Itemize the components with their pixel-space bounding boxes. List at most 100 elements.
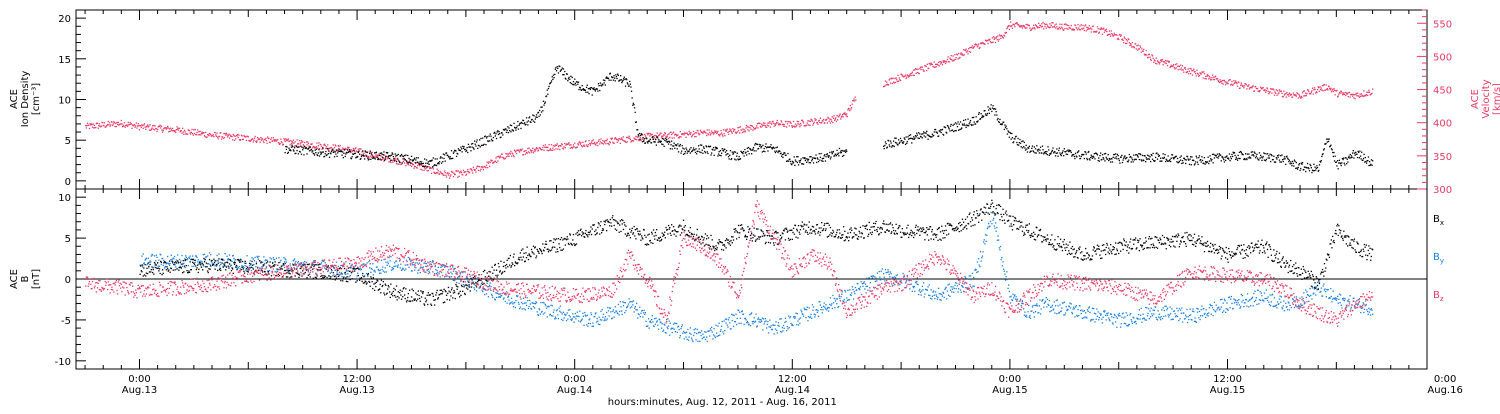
velocity-series-point	[181, 130, 182, 131]
by-series-point	[424, 271, 425, 272]
velocity-series-point	[445, 175, 446, 176]
velocity-series-point	[828, 118, 829, 119]
by-series-point	[370, 272, 371, 273]
density-series-point	[1088, 151, 1089, 152]
density-series-point	[784, 153, 785, 154]
density-series-point	[978, 114, 979, 115]
density-series-point	[810, 156, 811, 157]
density-series-point	[353, 154, 354, 155]
density-series-point	[1018, 144, 1019, 145]
by-series-point	[233, 255, 234, 256]
by-series-point	[886, 272, 887, 273]
velocity-series-point	[594, 142, 595, 143]
by-series-point	[362, 275, 363, 276]
density-series-point	[548, 86, 549, 87]
by-series-point	[768, 332, 769, 333]
velocity-series-point	[252, 138, 253, 139]
velocity-series-point	[838, 116, 839, 117]
density-series-point	[840, 151, 841, 152]
velocity-series-point	[257, 137, 258, 138]
velocity-series-point	[1345, 92, 1346, 93]
velocity-series-point	[160, 127, 161, 128]
by-series-point	[661, 328, 662, 329]
density-series-point	[1295, 168, 1296, 169]
by-series-point	[384, 271, 385, 272]
velocity-series-point	[447, 172, 448, 173]
velocity-series-point	[293, 143, 294, 144]
density-series-point	[1039, 150, 1040, 151]
by-series-point	[685, 337, 686, 338]
by-series-point	[928, 295, 929, 296]
velocity-series-point	[911, 75, 912, 76]
by-series-point	[188, 265, 189, 266]
density-series-point	[967, 125, 968, 126]
velocity-series-point	[906, 78, 907, 79]
density-series-point	[1234, 152, 1235, 153]
velocity-series-point	[992, 37, 993, 38]
velocity-series-point	[747, 126, 748, 127]
density-series-point	[1035, 148, 1036, 149]
velocity-series-point	[1054, 24, 1055, 25]
density-series-point	[717, 155, 718, 156]
velocity-series-point	[505, 158, 506, 159]
by-series-point	[533, 303, 534, 304]
by-series-point	[555, 317, 556, 318]
by-series-point	[555, 318, 556, 319]
velocity-series-point	[800, 123, 801, 124]
velocity-series-point	[740, 126, 741, 127]
by-series-point	[607, 307, 608, 308]
velocity-series-point	[206, 136, 207, 137]
by-series-point	[273, 257, 274, 258]
density-series-point	[1171, 158, 1172, 159]
density-series-point	[480, 138, 481, 139]
density-series-point	[294, 147, 295, 148]
by-series-point	[199, 261, 200, 262]
velocity-series-point	[714, 132, 715, 133]
velocity-series-point	[995, 38, 996, 39]
by-series-point	[709, 335, 710, 336]
by-series-point	[866, 286, 867, 287]
by-series-point	[233, 258, 234, 259]
velocity-series-point	[236, 135, 237, 136]
density-series-point	[1289, 160, 1290, 161]
velocity-series-point	[198, 131, 199, 132]
velocity-series-point	[957, 54, 958, 55]
velocity-series-point	[745, 131, 746, 132]
density-series-point	[568, 78, 569, 79]
density-series-point	[428, 164, 429, 165]
velocity-series-point	[963, 49, 964, 50]
by-series-point	[842, 291, 843, 292]
by-series-point	[595, 312, 596, 313]
velocity-series-point	[607, 139, 608, 140]
density-series-point	[1061, 155, 1062, 156]
by-series-point	[196, 257, 197, 258]
density-series-point	[1138, 153, 1139, 154]
density-series-point	[1084, 158, 1085, 159]
density-series-point	[298, 153, 299, 154]
by-series-point	[295, 261, 296, 262]
by-series-point	[812, 310, 813, 311]
density-series-point	[597, 89, 598, 90]
by-series-point	[697, 329, 698, 330]
velocity-series-point	[116, 126, 117, 127]
density-series-point	[1355, 152, 1356, 153]
by-series-point	[518, 302, 519, 303]
velocity-series-point	[223, 138, 224, 139]
by-series-point	[932, 292, 933, 293]
density-series-point	[1136, 154, 1137, 155]
velocity-series-point	[668, 138, 669, 139]
by-series-point	[206, 256, 207, 257]
by-series-point	[336, 262, 337, 263]
by-series-point	[255, 257, 256, 258]
density-series-point	[1253, 155, 1254, 156]
density-series-point	[610, 80, 611, 81]
by-series-point	[632, 301, 633, 302]
density-series-point	[841, 152, 842, 153]
density-series-point	[511, 125, 512, 126]
by-series-point	[375, 271, 376, 272]
by-series-point	[914, 286, 915, 287]
velocity-series-point	[1312, 88, 1313, 89]
by-series-point	[721, 326, 722, 327]
by-series-point	[882, 279, 883, 280]
density-series-point	[1198, 157, 1199, 158]
